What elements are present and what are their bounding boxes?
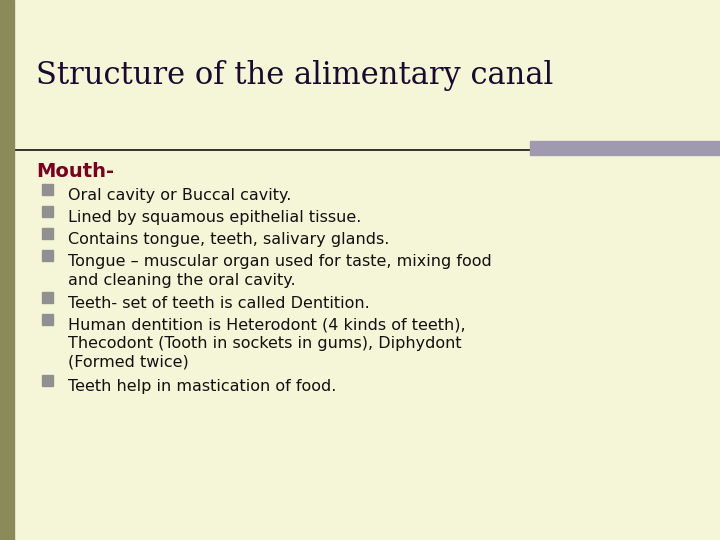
Text: Teeth- set of teeth is called Dentition.: Teeth- set of teeth is called Dentition. [68, 295, 370, 310]
Text: Oral cavity or Buccal cavity.: Oral cavity or Buccal cavity. [68, 188, 292, 203]
Bar [42, 314, 53, 325]
Bar [530, 141, 720, 155]
Text: Structure of the alimentary canal: Structure of the alimentary canal [36, 60, 553, 91]
Text: Human dentition is Heterodont (4 kinds of teeth),
Thecodont (Tooth in sockets in: Human dentition is Heterodont (4 kinds o… [68, 318, 466, 370]
Bar [42, 206, 53, 217]
Text: Contains tongue, teeth, salivary glands.: Contains tongue, teeth, salivary glands. [68, 232, 390, 247]
Text: Mouth-: Mouth- [36, 162, 114, 181]
Bar [42, 228, 53, 239]
Bar [42, 250, 53, 261]
Bar [42, 184, 53, 195]
Text: Lined by squamous epithelial tissue.: Lined by squamous epithelial tissue. [68, 210, 361, 225]
Text: Teeth help in mastication of food.: Teeth help in mastication of food. [68, 379, 336, 394]
Bar [0, 0, 14, 540]
Bar [42, 375, 53, 386]
Text: Tongue – muscular organ used for taste, mixing food
and cleaning the oral cavity: Tongue – muscular organ used for taste, … [68, 254, 492, 288]
Bar [42, 292, 53, 302]
